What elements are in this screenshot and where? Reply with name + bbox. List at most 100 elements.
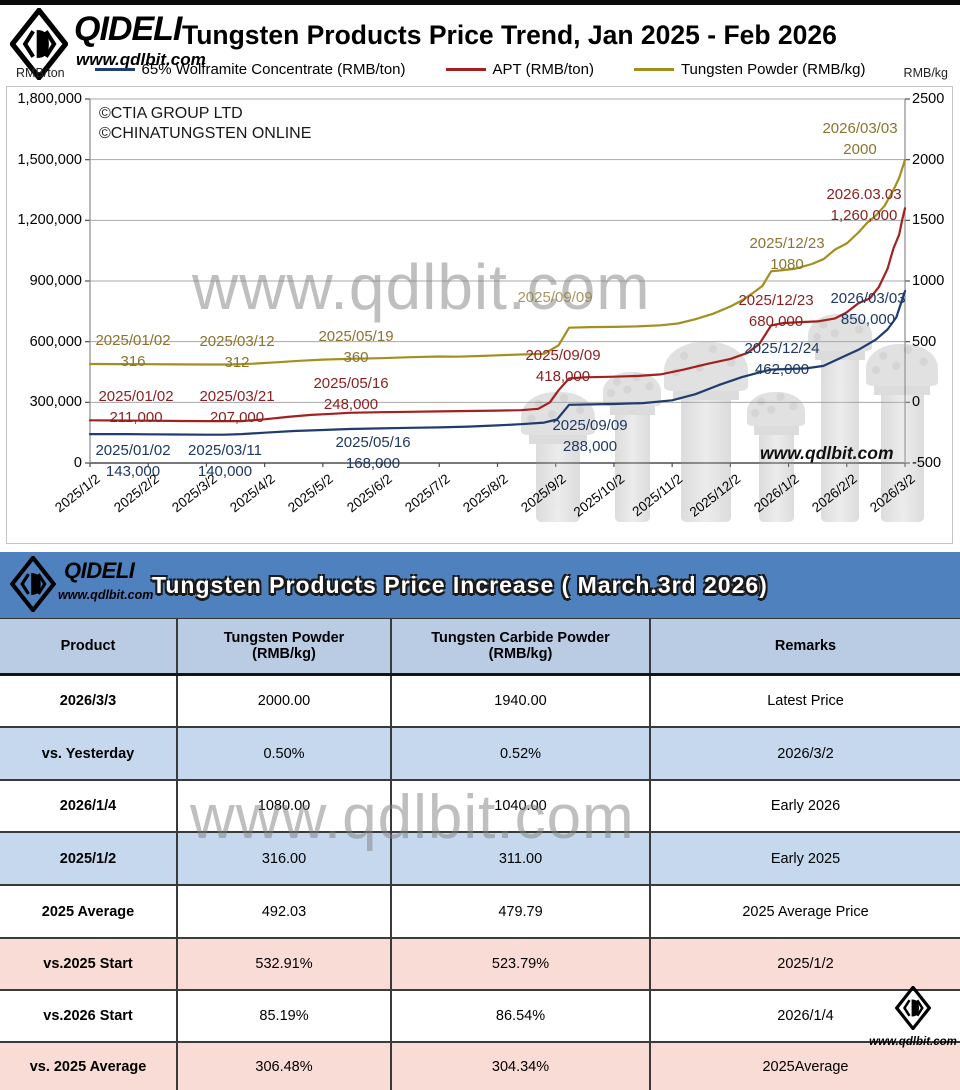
- price-table: Product Tungsten Powder (RMB/kg) Tungsten …: [0, 618, 960, 1090]
- chart-annotation: 2025/03/12 312: [199, 333, 275, 372]
- page-title: Tungsten Products Price Trend, Jan 2025 …: [182, 20, 837, 50]
- left-axis-tick: 0: [73, 455, 82, 471]
- chart-annotation: 2025/09/09 418,000: [525, 347, 601, 386]
- copyright-line-2: ©CHINATUNGSTEN ONLINE: [99, 125, 312, 143]
- chart-annotation: 2026/03/03 850,000: [830, 290, 906, 329]
- row-label-cell: 2026/3/3: [59, 693, 117, 709]
- right-axis-unit: RMB/kg: [903, 66, 948, 80]
- value-cell: 311.00: [390, 833, 649, 884]
- price-chart: [6, 86, 953, 544]
- table-title: Tungsten Products Price Increase ( March…: [152, 572, 768, 598]
- value-cell: 86.54%: [390, 991, 649, 1041]
- legend-line-swatch: [633, 68, 674, 71]
- right-axis-tick: 1000: [912, 273, 945, 289]
- legend-line-swatch: [94, 68, 135, 71]
- value-cell: 2025 Average Price: [649, 886, 960, 937]
- row-label-cell: vs. 2025 Average: [29, 1058, 147, 1075]
- table-row: 2025/1/2 316.00 311.00 Early 2025: [0, 831, 960, 884]
- left-axis-tick: 900,000: [29, 273, 82, 289]
- row-label-cell: vs.2026 Start: [43, 1008, 133, 1024]
- legend-line-swatch: [445, 68, 486, 71]
- right-axis-tick: 500: [912, 333, 937, 350]
- value-cell: 479.79: [390, 886, 649, 937]
- table-row: vs. 2025 Average 306.48% 304.34% 2025Averag…: [0, 1041, 960, 1090]
- value-cell: 2025/1/2: [649, 939, 960, 989]
- table-row: vs. Yesterday 0.50% 0.52% 2026/3/2: [0, 726, 960, 779]
- table-banner: QIDELI www.qdlbit.com Tungsten Products …: [0, 552, 960, 618]
- table-row: 2026/3/3 2000.00 1940.00 Latest Price: [0, 673, 960, 726]
- chart-annotation: 2025/12/24 462,000: [744, 340, 820, 379]
- row-label-cell: vs.2025 Start: [43, 956, 133, 972]
- right-axis-tick: 2000: [912, 151, 945, 168]
- qideli-logo-corner: [894, 984, 932, 1032]
- left-axis-tick: 600,000: [29, 333, 82, 350]
- table-header-row: Product Tungsten Powder (RMB/kg) Tungsten …: [0, 618, 960, 673]
- chart-url-label: www.qdlbit.com: [760, 443, 894, 463]
- chart-legend: 65% Wolframite Concentrate (RMB/ton) APT …: [0, 61, 960, 78]
- value-cell: 2025Average: [649, 1043, 960, 1090]
- copyright-line-1: ©CTIA GROUP LTD: [99, 105, 243, 122]
- row-label-cell: 2025 Average: [41, 903, 135, 920]
- value-cell: 1040.00: [390, 781, 649, 831]
- qideli-logo-small: [10, 556, 56, 612]
- value-cell: 306.48%: [176, 1043, 390, 1090]
- value-cell: 1080.00: [176, 781, 390, 831]
- chart-annotation: 2025/01/02 143,000: [95, 442, 171, 481]
- table-row: vs.2026 Start 85.19% 86.54% 2026/1/4: [0, 989, 960, 1041]
- legend-label: APT (RMB/ton): [492, 61, 594, 78]
- value-cell: 1940.00: [390, 676, 649, 726]
- copyright-text: ©CTIA GROUP LTD ©CHINATUNGSTEN ONLINE: [99, 104, 311, 145]
- value-cell: 2000.00: [176, 676, 390, 726]
- legend-label: Tungsten Powder (RMB/kg): [680, 61, 866, 78]
- chart-annotation: 2025/01/02 316: [95, 332, 171, 371]
- column-header: Remarks: [649, 619, 960, 673]
- legend-item: 65% Wolframite Concentrate (RMB/ton): [94, 61, 406, 78]
- row-label-cell: 2025/1/2: [59, 850, 117, 867]
- value-cell: 532.91%: [176, 939, 390, 989]
- table-row: 2026/1/4 1080.00 1040.00 Early 2026: [0, 779, 960, 831]
- value-cell: 85.19%: [176, 991, 390, 1041]
- brand-name: QIDELI: [74, 10, 182, 48]
- left-axis-tick: 1,200,000: [17, 212, 82, 229]
- value-cell: 2026/1/4: [649, 991, 960, 1041]
- qideli-logo: [10, 8, 68, 80]
- table-row: 2025 Average 492.03 479.79 2025 Average Pri…: [0, 884, 960, 937]
- row-label-cell: 2026/1/4: [59, 798, 117, 814]
- right-axis-tick: -500: [912, 455, 942, 471]
- value-cell: 0.52%: [390, 728, 649, 779]
- chart-annotation: 2025/09/09: [517, 289, 593, 306]
- corner-url: www.qdlbit.com: [869, 1036, 957, 1048]
- chart-annotation: 2025/05/16 248,000: [313, 375, 389, 414]
- row-label-cell: vs. Yesterday: [41, 745, 135, 762]
- value-cell: 0.50%: [176, 728, 390, 779]
- right-axis-tick: 2500: [912, 91, 945, 107]
- right-axis-tick: 1500: [912, 212, 945, 229]
- left-axis-unit: RMB/ton: [16, 66, 65, 80]
- value-cell: 304.34%: [390, 1043, 649, 1090]
- table-watermark: www.qdlbit.com: [190, 783, 635, 852]
- chart-annotation: 2025/12/23 680,000: [738, 292, 814, 331]
- chart-annotation: 2025/09/09 288,000: [552, 417, 628, 456]
- chart-annotation: 2025/01/02 211,000: [98, 388, 174, 427]
- column-header: Product: [60, 638, 116, 654]
- chart-annotation: 2025/03/21 207,000: [199, 388, 275, 427]
- banner-brand-name: QIDELI: [64, 558, 135, 583]
- chart-annotation: 2026/03/03 2000: [822, 120, 898, 159]
- chart-annotation: 2025/03/11 140,000: [188, 442, 262, 481]
- legend-label: 65% Wolframite Concentrate (RMB/ton): [141, 61, 406, 78]
- column-header: Tungsten Carbide Powder (RMB/kg): [390, 619, 649, 673]
- left-axis-tick: 300,000: [29, 394, 82, 411]
- banner-brand-url: www.qdlbit.com: [58, 588, 154, 602]
- right-axis-tick: 0: [912, 394, 921, 411]
- chart-annotation: 2025/05/19 360: [318, 328, 394, 367]
- chart-annotation: 2025/05/16 168,000: [335, 434, 411, 473]
- value-cell: 492.03: [176, 886, 390, 937]
- value-cell: Latest Price: [649, 676, 960, 726]
- value-cell: 2026/3/2: [649, 728, 960, 779]
- chart-annotation: 2026.03.03 1,260,000: [826, 186, 902, 225]
- left-axis-tick: 1,800,000: [17, 91, 82, 107]
- top-border-bar: [0, 0, 960, 5]
- table-corner-logo: www.qdlbit.com: [866, 984, 960, 1048]
- value-cell: 523.79%: [390, 939, 649, 989]
